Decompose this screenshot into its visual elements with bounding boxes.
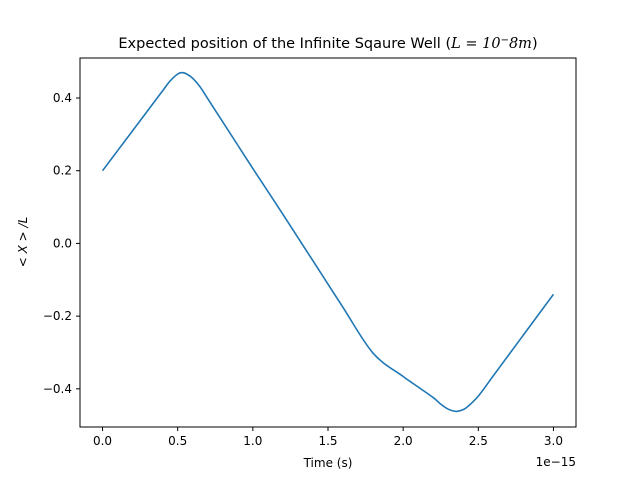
y-tick-label: 0.2 [53,164,72,178]
chart-title: Expected position of the Infinite Sqaure… [118,35,537,53]
x-tick-label: 0.5 [168,434,187,448]
y-tick-label: 0.0 [53,236,72,250]
y-tick-label: −0.2 [43,309,72,323]
y-tick-label: 0.4 [53,91,72,105]
x-tick-label: 3.0 [544,434,563,448]
plot-frame [79,57,577,428]
y-tick-label: −0.4 [43,382,72,396]
x-tick-label: 1.5 [318,434,337,448]
series-line [101,71,555,413]
x-tick-label: 2.5 [469,434,488,448]
x-tick-label: 2.0 [394,434,413,448]
y-axis-label: < X > /L [16,217,30,268]
series-layer [101,71,555,413]
x-tick-label: 1.0 [243,434,262,448]
x-axis-label: Time (s) [303,456,353,470]
x-offset-label: 1e−15 [536,455,576,469]
ticks-layer: 0.0 0.5 1.0 1.5 2.0 2.5 3.0 −0.4 −0.2 0.0 0.2 0.4 [43,91,563,448]
x-tick-label: 0.0 [93,434,112,448]
